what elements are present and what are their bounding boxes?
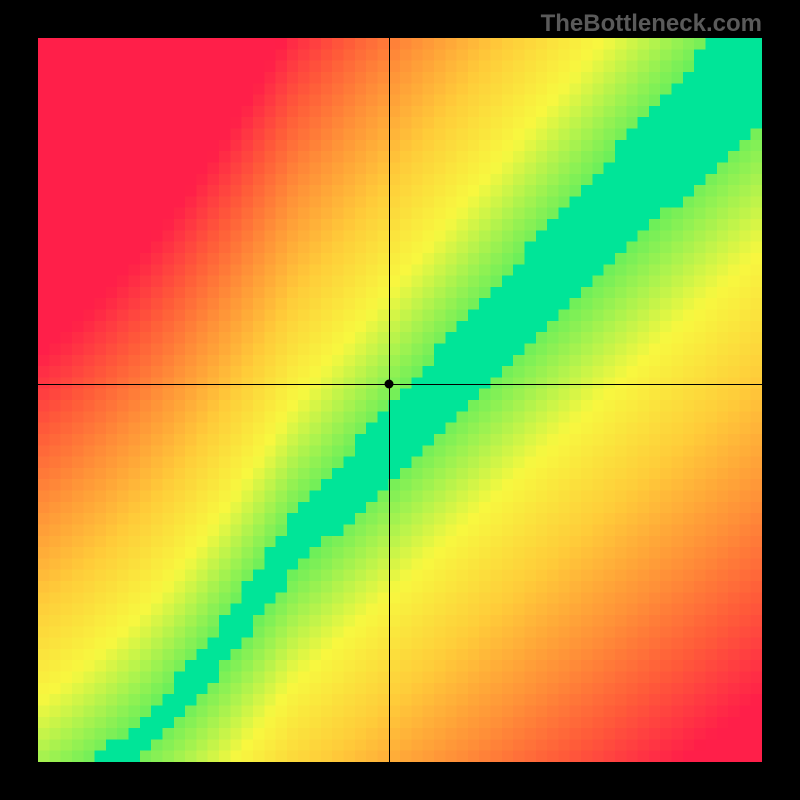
crosshair-marker-dot [385, 380, 394, 389]
attribution-watermark: TheBottleneck.com [541, 10, 762, 38]
crosshair-horizontal [38, 384, 762, 385]
heatmap-frame: TheBottleneck.com [0, 0, 800, 800]
bottleneck-heatmap [38, 38, 762, 762]
crosshair-vertical [389, 38, 390, 762]
